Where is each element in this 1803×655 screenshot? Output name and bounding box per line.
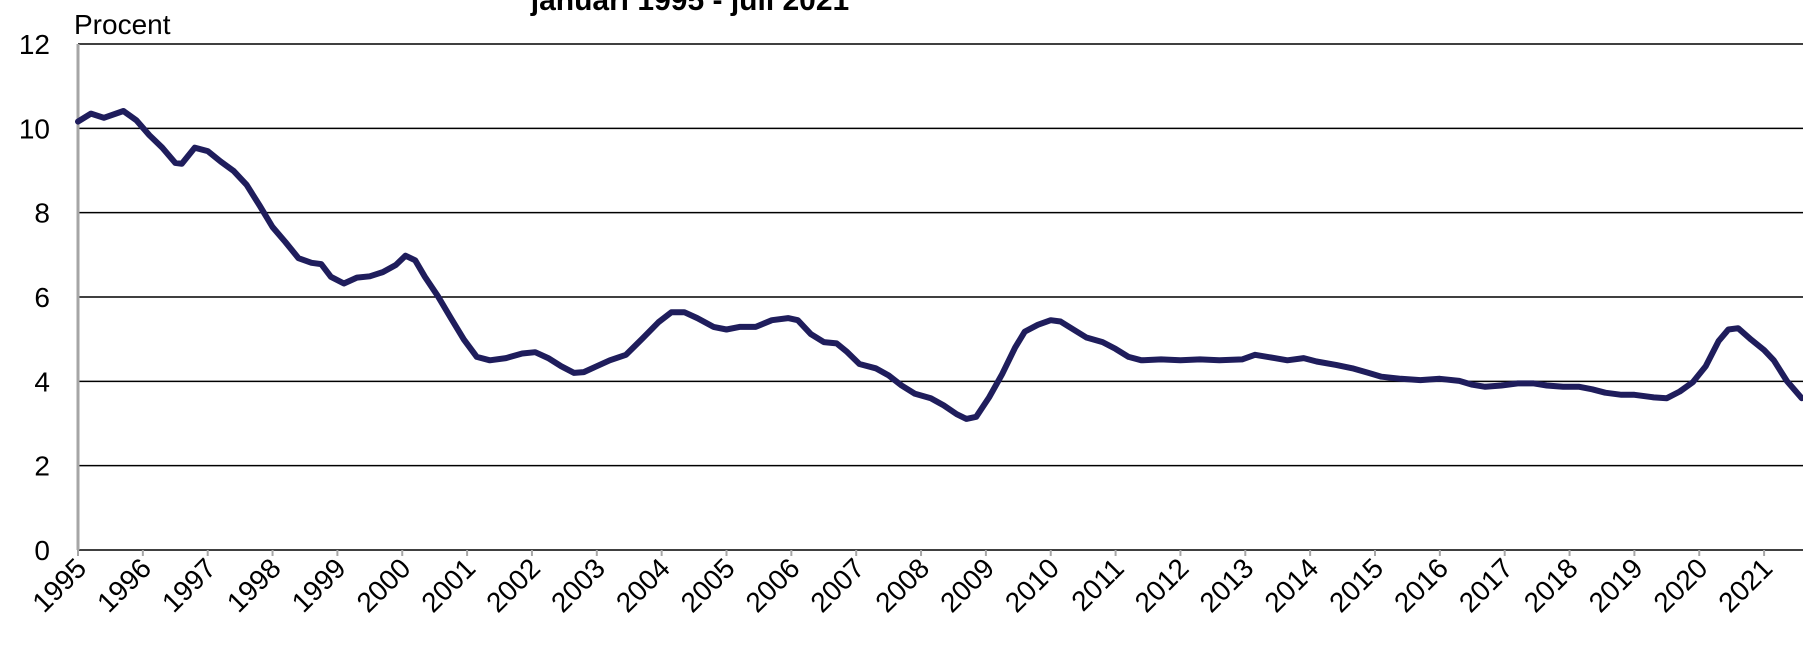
y-tick-label: 8	[34, 198, 50, 229]
y-tick-label: 6	[34, 282, 50, 313]
x-tick-label: 2014	[1258, 552, 1324, 618]
x-tick-label: 2001	[415, 552, 481, 618]
x-tick-label: 2000	[351, 552, 417, 618]
x-tick-label: 2021	[1712, 552, 1778, 618]
x-tick-label: 1999	[286, 552, 352, 618]
x-tick-label: 2005	[675, 552, 741, 618]
x-tick-label: 1997	[156, 552, 222, 618]
y-tick-label: 12	[19, 29, 50, 60]
x-tick-label: 2007	[804, 552, 870, 618]
x-tick-label: 1996	[91, 552, 157, 618]
x-tick-label: 2002	[480, 552, 546, 618]
x-tick-label: 2017	[1453, 552, 1519, 618]
y-tick-label: 0	[34, 535, 50, 566]
y-axis-label: Procent	[74, 9, 171, 40]
x-tick-label: 2003	[545, 552, 611, 618]
x-tick-label: 2012	[1129, 552, 1195, 618]
y-tick-label: 2	[34, 451, 50, 482]
chart-title: januari 1995 - juli 2021	[530, 0, 850, 17]
x-tick-label: 2015	[1323, 552, 1389, 618]
line-series	[75, 108, 1803, 422]
x-tick-label: 2009	[934, 552, 1000, 618]
x-tick-label: 2008	[869, 552, 935, 618]
x-tick-label: 2016	[1388, 552, 1454, 618]
x-tick-label: 2013	[1194, 552, 1260, 618]
x-tick-label: 2010	[999, 552, 1065, 618]
x-tick-label: 2020	[1648, 552, 1714, 618]
y-tick-label: 10	[19, 113, 50, 144]
y-tick-label: 4	[34, 366, 50, 397]
x-tick-label: 2018	[1518, 552, 1584, 618]
x-tick-label: 1998	[221, 552, 287, 618]
x-tick-label: 2019	[1583, 552, 1649, 618]
x-tick-label: 2006	[740, 552, 806, 618]
x-tick-label: 2011	[1065, 552, 1130, 617]
x-tick-label: 2004	[610, 552, 676, 618]
